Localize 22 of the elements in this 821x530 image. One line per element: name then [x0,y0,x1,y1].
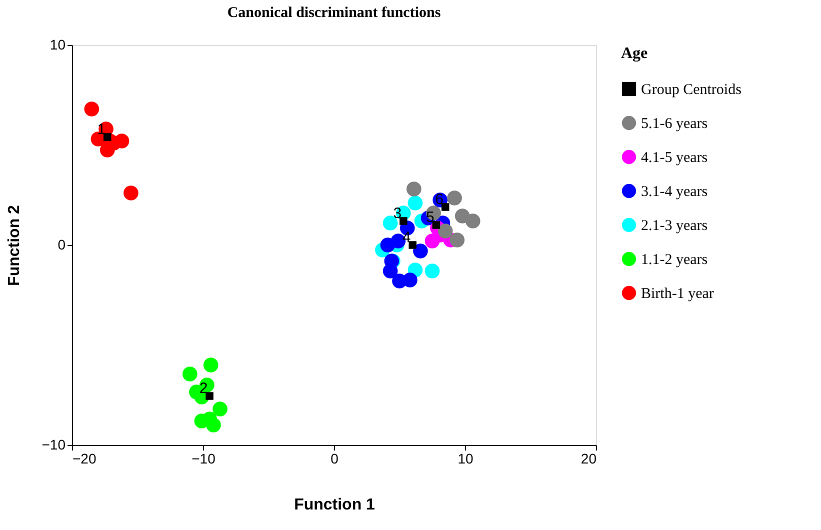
y-tick-label: 10 [50,36,66,52]
y-tick-label: 0 [58,236,66,252]
chart-title: Canonical discriminant functions [227,5,441,21]
annotation: 6 [435,191,444,208]
legend-label: Birth-1 year [641,286,714,302]
legend-label: Group Centroids [641,82,742,98]
legend-label: 3.1-4 years [641,184,708,200]
x-tick-label: 0 [330,450,339,466]
y-axis-title: Function 2 [6,204,23,286]
legend-label: 2.1-3 years [641,218,708,234]
legend-label: 1.1-2 years [641,252,708,268]
x-axis-title: Function 1 [294,496,376,514]
legend-label: 5.1-6 years [641,116,708,132]
x-tick-label: 20 [580,450,597,466]
annotation: 1 [97,121,106,138]
x-tick-label: −20 [72,450,96,466]
x-tick-label: −10 [192,450,216,466]
x-tick-label: 10 [458,450,474,466]
annotation: 2 [199,380,208,397]
legend-label: 4.1-5 years [641,150,708,166]
y-tick-label: −10 [42,436,66,452]
legend-title: Age [621,45,648,62]
